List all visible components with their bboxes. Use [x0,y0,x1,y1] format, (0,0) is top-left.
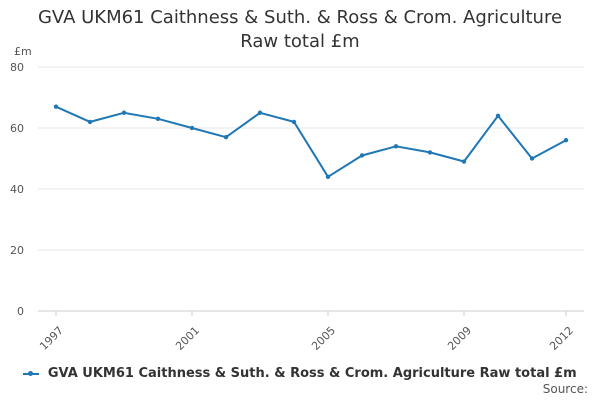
y-tick-label: 40 [10,183,24,196]
data-point [427,150,433,155]
y-axis-unit-label: £m [14,45,32,58]
data-point [461,159,467,164]
x-tick-label: 2012 [547,324,576,353]
y-tick-label: 60 [10,122,24,135]
legend[interactable]: GVA UKM61 Caithness & Suth. & Ross & Cro… [0,364,600,384]
data-point [529,156,535,161]
source-label: Source: [542,382,588,396]
gridlines [38,66,584,251]
data-point [495,113,501,119]
y-tick-label: 20 [10,244,24,257]
x-tick-label: 2009 [445,324,474,353]
chart-title-line-2: Raw total £m [240,31,360,52]
data-point [189,125,195,131]
data-point [325,174,331,179]
axes: £m 0 20 40 60 80 1997 2001 2005 2009 2012 [10,45,584,353]
data-point [359,153,365,158]
y-tick-label: 0 [17,305,24,318]
y-tick-label: 80 [10,61,24,74]
data-point [257,110,263,115]
legend-line-marker-icon [23,369,40,379]
data-point [87,119,93,125]
data-point [53,104,59,109]
chart-title-line-1: GVA UKM61 Caithness & Suth. & Ross & Cro… [37,7,563,28]
data-point [563,138,569,143]
data-point [121,110,127,115]
x-tick-label: 2005 [309,324,338,353]
x-tick-label: 2001 [173,324,202,353]
x-tick-label: 1997 [37,324,66,353]
legend-label: GVA UKM61 Caithness & Suth. & Ross & Cro… [47,366,577,381]
data-point [393,144,399,149]
data-point [155,116,161,122]
chart-title: GVA UKM61 Caithness & Suth. & Ross & Cro… [0,6,600,54]
data-point [291,119,297,125]
series [53,104,569,179]
series-line [55,105,567,178]
data-point [223,134,229,140]
